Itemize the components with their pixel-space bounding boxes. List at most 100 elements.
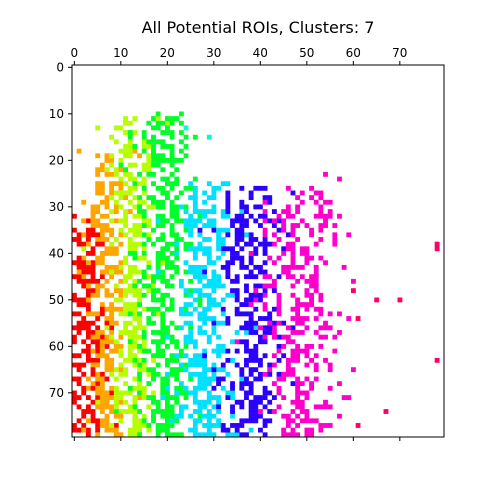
- y-tick-label: 70: [49, 386, 64, 400]
- roi-cell: [127, 390, 133, 396]
- roi-cell: [137, 316, 142, 321]
- roi-cell: [123, 213, 128, 219]
- roi-cell: [141, 395, 147, 400]
- roi-cell: [160, 269, 166, 275]
- roi-cell: [216, 320, 221, 326]
- roi-cell: [309, 297, 314, 303]
- roi-cell: [220, 348, 226, 354]
- roi-cell: [85, 302, 91, 307]
- roi-cell: [132, 246, 138, 252]
- roi-cell: [234, 278, 240, 284]
- roi-cell: [76, 278, 82, 284]
- roi-cell: [192, 204, 198, 210]
- roi-cell: [281, 334, 287, 340]
- roi-cell: [202, 362, 208, 368]
- roi-cell: [192, 199, 198, 205]
- roi-cell: [169, 134, 175, 140]
- roi-cell: [169, 251, 175, 256]
- roi-cell: [285, 209, 291, 214]
- roi-cell: [192, 385, 198, 391]
- roi-cell: [95, 376, 101, 382]
- roi-cell: [85, 269, 91, 275]
- roi-cell: [216, 302, 221, 307]
- roi-cell: [90, 218, 96, 224]
- roi-cell: [188, 223, 194, 228]
- roi-cell: [85, 404, 91, 410]
- roi-cell: [155, 353, 161, 359]
- roi-cell: [85, 395, 91, 400]
- roi-cell: [72, 325, 77, 331]
- roi-cell: [239, 404, 245, 410]
- roi-cell: [132, 232, 138, 238]
- roi-cell: [165, 371, 170, 377]
- roi-cell: [174, 390, 180, 396]
- roi-cell: [141, 167, 147, 173]
- roi-cell: [295, 306, 301, 312]
- roi-cell: [225, 213, 231, 219]
- roi-cell: [192, 134, 198, 140]
- roi-cell: [183, 362, 189, 368]
- roi-cell: [174, 432, 180, 438]
- roi-cell: [202, 399, 208, 405]
- roi-cell: [239, 260, 245, 266]
- roi-cell: [248, 213, 254, 219]
- roi-cell: [151, 199, 156, 205]
- roi-cell: [165, 395, 170, 400]
- roi-cell: [202, 353, 208, 359]
- roi-cell: [276, 344, 282, 349]
- roi-cell: [225, 181, 231, 187]
- roi-cell: [169, 274, 175, 280]
- roi-cell: [197, 218, 203, 224]
- roi-cell: [211, 185, 217, 191]
- roi-cell: [123, 120, 128, 126]
- roi-cell: [304, 278, 310, 284]
- roi-cell: [127, 409, 133, 414]
- y-tick-label: 30: [49, 200, 64, 214]
- roi-cell: [206, 255, 212, 261]
- roi-cell: [295, 432, 301, 438]
- roi-cell: [304, 395, 310, 400]
- roi-cell: [271, 209, 277, 214]
- roi-cell: [113, 395, 119, 400]
- roi-cell: [127, 130, 133, 135]
- roi-cell: [295, 404, 301, 410]
- roi-cell: [109, 409, 115, 414]
- roi-cell: [113, 204, 119, 210]
- roi-cell: [206, 334, 212, 340]
- roi-cell: [202, 381, 208, 387]
- roi-cell: [160, 153, 166, 159]
- roi-cell: [309, 432, 314, 438]
- roi-cell: [169, 227, 175, 233]
- y-tick-label: 40: [49, 246, 64, 260]
- roi-cell: [239, 311, 245, 317]
- roi-cell: [109, 423, 115, 428]
- roi-cell: [155, 399, 161, 405]
- roi-cell: [192, 357, 198, 363]
- roi-cell: [81, 390, 87, 396]
- roi-cell: [174, 213, 180, 219]
- roi-cell: [137, 232, 142, 238]
- roi-cell: [109, 404, 115, 410]
- roi-cell: [258, 427, 263, 433]
- roi-cell: [151, 241, 156, 247]
- roi-cell: [99, 418, 105, 424]
- roi-cell: [113, 432, 119, 438]
- roi-cell: [99, 227, 105, 233]
- roi-cell: [374, 297, 380, 303]
- roi-cell: [118, 306, 124, 312]
- roi-cell: [281, 209, 287, 214]
- roi-cell: [151, 148, 156, 154]
- roi-cell: [230, 381, 235, 387]
- roi-cell: [137, 269, 142, 275]
- roi-cell: [230, 223, 235, 228]
- roi-cell: [337, 176, 342, 182]
- roi-cell: [253, 404, 259, 410]
- roi-cell: [202, 190, 208, 196]
- roi-cell: [248, 413, 254, 419]
- roi-cell: [113, 320, 119, 326]
- roi-cell: [104, 390, 110, 396]
- roi-cell: [90, 246, 96, 252]
- roi-cell: [206, 218, 212, 224]
- roi-cell: [160, 213, 166, 219]
- roi-cell: [146, 158, 152, 163]
